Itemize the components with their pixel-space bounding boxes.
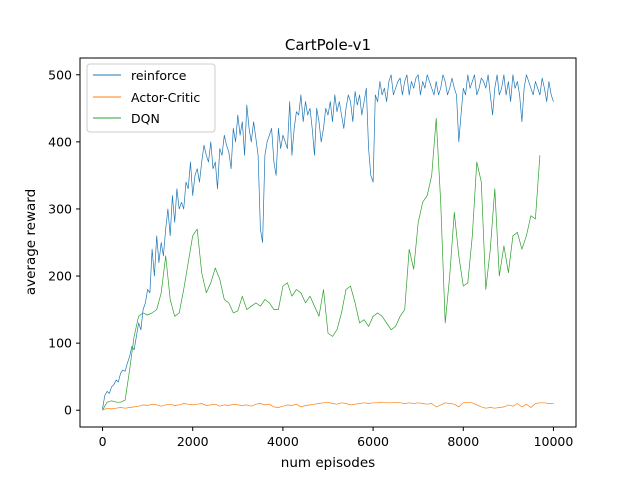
chart-title: CartPole-v1 (285, 36, 371, 54)
x-tick-label: 6000 (357, 434, 389, 449)
x-tick-label: 4000 (267, 434, 299, 449)
y-tick-label: 100 (48, 336, 72, 351)
legend-box (86, 63, 216, 133)
series-line-reinforce (102, 74, 554, 409)
y-tick-label: 400 (48, 134, 72, 149)
axes-frame (79, 57, 577, 428)
y-tick-label: 500 (48, 67, 72, 82)
legend: reinforce Actor-Critic DQN (86, 63, 216, 133)
series-line-dqn (102, 118, 541, 411)
plot-area (102, 74, 554, 411)
legend-label-reinforce: reinforce (131, 68, 187, 83)
y-tick-label: 0 (64, 403, 72, 418)
y-tick-label: 300 (48, 201, 72, 216)
legend-label-dqn: DQN (131, 111, 160, 126)
y-tick-label: 200 (48, 269, 72, 284)
x-axis: 0 2000 4000 6000 8000 10000 (99, 427, 574, 449)
x-tick-label: 0 (99, 434, 107, 449)
legend-label-actor-critic: Actor-Critic (131, 90, 200, 105)
y-axis-label: average reward (23, 189, 39, 295)
x-tick-label: 8000 (447, 434, 479, 449)
series-line-actor-critic (102, 401, 554, 411)
x-axis-label: num episodes (281, 455, 375, 471)
y-axis: 0 100 200 300 400 500 (48, 67, 80, 418)
x-tick-label: 10000 (534, 434, 574, 449)
x-tick-label: 2000 (177, 434, 209, 449)
